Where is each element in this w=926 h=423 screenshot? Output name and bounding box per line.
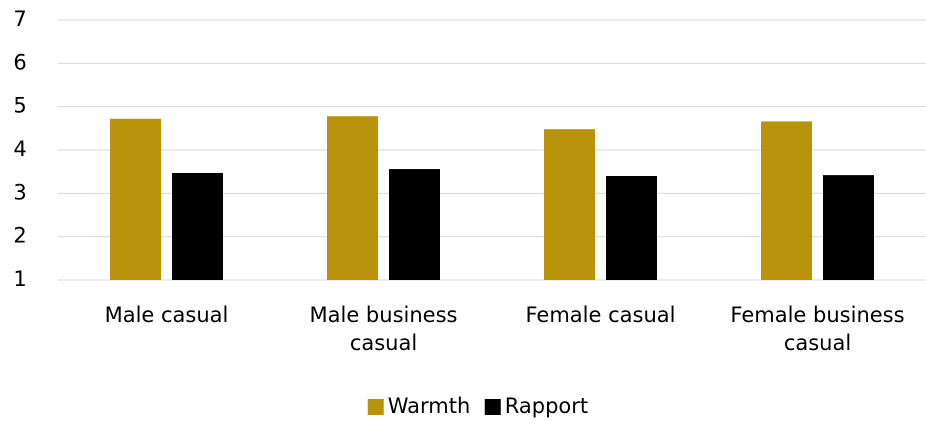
y-tick-label: 2 [13,224,26,248]
legend-swatch [367,399,384,415]
x-tick-label: Male business casual [309,303,458,355]
y-tick-label: 7 [13,7,26,31]
x-tick-label: Male casual [104,303,229,327]
bar [606,176,657,280]
y-tick-label: 3 [13,180,26,204]
bar [110,118,161,280]
y-tick-label: 4 [13,137,26,161]
legend-swatch [484,399,501,415]
bar [544,129,595,280]
y-tick-label: 5 [13,94,26,118]
bar [761,121,812,281]
y-tick-label: 1 [13,267,26,291]
y-tick-label: 6 [13,50,26,74]
x-tick-label: Female business casual [730,303,905,355]
bar [172,172,223,280]
legend-label: Rapport [505,394,588,418]
legend-label: Warmth [388,394,471,418]
bar [327,116,378,280]
bar [823,175,874,280]
x-tick-label: Female casual [525,303,676,327]
bar [389,169,440,280]
